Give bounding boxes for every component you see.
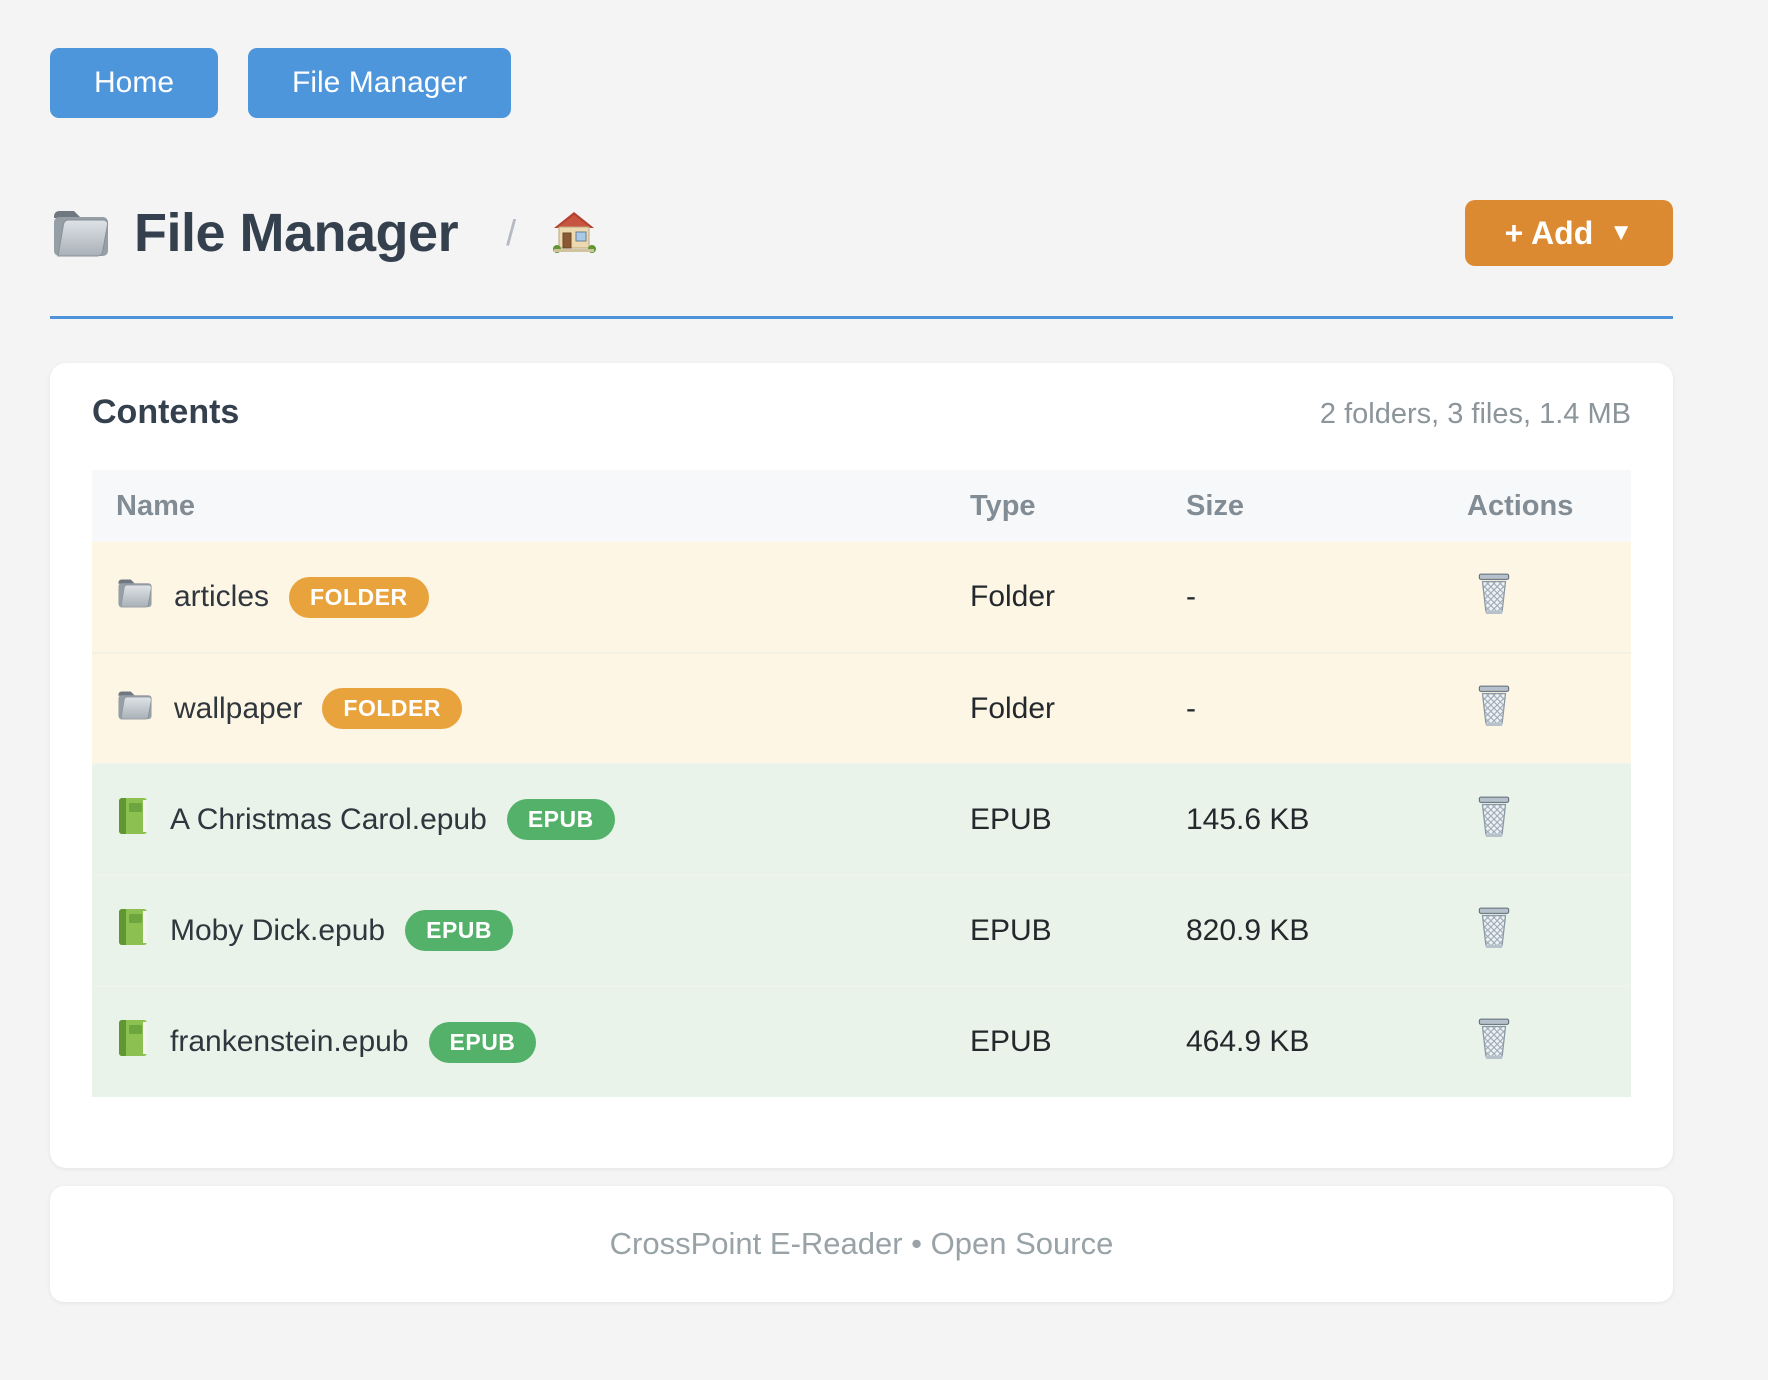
trash-icon[interactable] [1475, 905, 1513, 949]
trash-icon[interactable] [1475, 683, 1513, 727]
file-name[interactable]: frankenstein.epub [170, 1025, 409, 1058]
house-icon[interactable] [552, 209, 597, 258]
trash-icon[interactable] [1475, 571, 1513, 615]
column-header-actions: Actions [1467, 489, 1574, 522]
folder-icon [116, 577, 154, 617]
column-header-name: Name [116, 489, 195, 522]
book-icon [116, 1018, 150, 1066]
book-icon [116, 796, 150, 844]
size-cell: 820.9 KB [1186, 913, 1310, 947]
file-name[interactable]: wallpaper [174, 691, 303, 725]
column-header-size: Size [1186, 489, 1245, 522]
file-name[interactable]: A Christmas Carol.epub [170, 802, 487, 836]
table-row-wallpaper[interactable]: wallpaper FOLDER Folder - [92, 653, 1631, 764]
status-badge: FOLDER [289, 576, 429, 618]
card-header: Contents 2 folders, 3 files, 1.4 MB [92, 393, 1631, 432]
file-manager-button[interactable]: File Manager [248, 48, 512, 118]
type-cell: EPUB [970, 913, 1052, 947]
chevron-down-icon: ▼ [1609, 219, 1633, 246]
contents-card: Contents 2 folders, 3 files, 1.4 MB Name… [50, 363, 1673, 1168]
type-cell: EPUB [970, 802, 1052, 836]
page-header: File Manager / + Add ▼ [50, 200, 1673, 266]
contents-summary: 2 folders, 3 files, 1.4 MB [1319, 398, 1631, 430]
status-badge: FOLDER [322, 688, 462, 729]
trash-icon[interactable] [1475, 794, 1513, 838]
column-header-type: Type [970, 489, 1036, 522]
top-nav: Home File Manager [50, 48, 1673, 118]
add-button-label: + Add [1504, 214, 1594, 251]
folder-icon [116, 689, 154, 729]
table-row-moby-dick[interactable]: Moby Dick.epub EPUB EPUB 820.9 KB [92, 875, 1631, 986]
status-badge: EPUB [506, 799, 615, 840]
footer: CrossPoint E-Reader • Open Source [50, 1186, 1673, 1302]
table-header-row: Name Type Size Actions [92, 470, 1631, 542]
size-cell: 464.9 KB [1186, 1025, 1310, 1058]
title-wrap: File Manager / [50, 202, 1465, 264]
footer-text: CrossPoint E-Reader • Open Source [609, 1226, 1114, 1261]
table-row-articles[interactable]: articles FOLDER Folder - [92, 542, 1631, 653]
table-row-christmas-carol[interactable]: A Christmas Carol.epub EPUB EPUB 145.6 K… [92, 764, 1631, 875]
file-name[interactable]: Moby Dick.epub [170, 913, 386, 947]
page-title: File Manager [134, 203, 459, 263]
table-row-frankenstein[interactable]: frankenstein.epub EPUB EPUB 464.9 KB [92, 986, 1631, 1097]
status-badge: EPUB [428, 1021, 537, 1063]
type-cell: EPUB [970, 1025, 1052, 1058]
folder-icon [50, 207, 112, 259]
title-divider [50, 316, 1673, 319]
add-button[interactable]: + Add ▼ [1464, 200, 1673, 266]
file-table: Name Type Size Actions articles FOLDER F [92, 470, 1631, 1097]
breadcrumb-separator: / [506, 212, 517, 253]
size-cell: - [1186, 691, 1196, 725]
file-name[interactable]: articles [174, 580, 270, 613]
trash-icon[interactable] [1475, 1016, 1513, 1060]
type-cell: Folder [970, 691, 1056, 725]
page: Home File Manager File Manager / [50, 48, 1673, 1302]
status-badge: EPUB [405, 910, 514, 951]
size-cell: 145.6 KB [1186, 802, 1310, 836]
book-icon [116, 907, 150, 955]
home-button[interactable]: Home [50, 48, 219, 118]
size-cell: - [1186, 580, 1196, 613]
type-cell: Folder [970, 580, 1056, 613]
contents-heading: Contents [92, 393, 240, 431]
